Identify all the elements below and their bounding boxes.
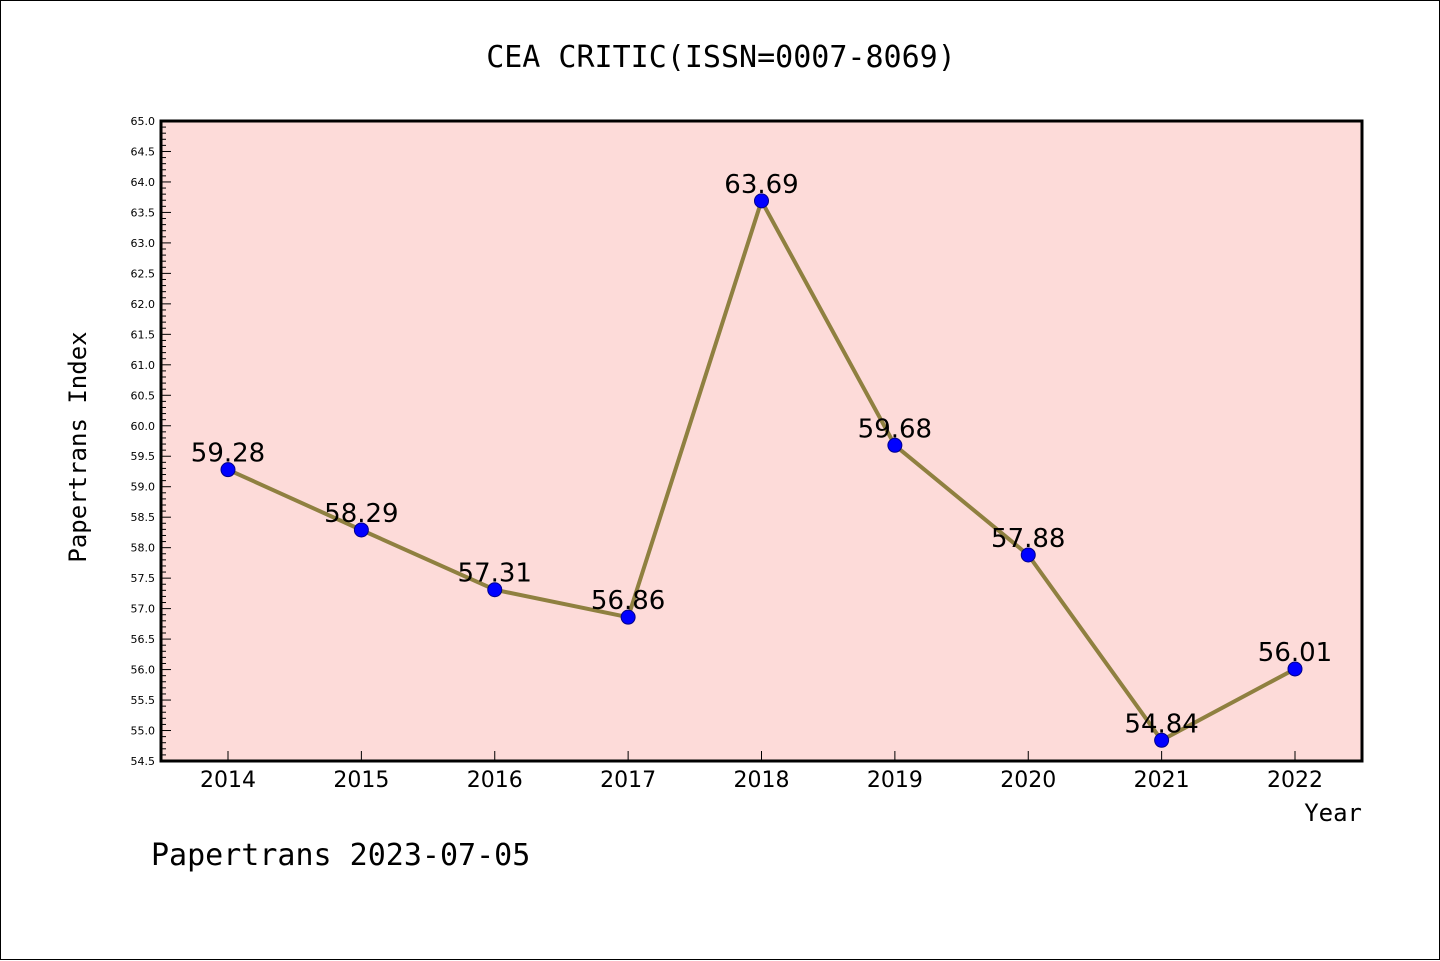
y-tick-label: 63.5 [131, 206, 156, 219]
data-label: 56.01 [1258, 638, 1332, 668]
y-axis-label: Papertrans Index [64, 331, 92, 562]
y-tick-label: 58.5 [131, 511, 156, 524]
y-tick-label: 55.0 [131, 725, 156, 738]
y-tick-label: 56.0 [131, 664, 156, 677]
data-point [353, 522, 369, 538]
y-tick-label: 59.5 [131, 450, 156, 463]
y-tick-label: 62.0 [131, 298, 156, 311]
plot-area [159, 119, 1364, 763]
data-point [1020, 547, 1036, 563]
series-line [220, 193, 1303, 748]
data-label: 57.31 [458, 559, 532, 589]
y-tick-label: 55.5 [131, 694, 156, 707]
x-tick-label: 2014 [200, 768, 256, 793]
data-point [754, 193, 769, 209]
y-axis: 54.5 55.0 55.5 56.0 56.5 57.0 57.5 58.0 58.5 59.0… [131, 115, 171, 768]
x-tick-label: 2016 [467, 768, 523, 793]
x-tick-label: 2015 [333, 768, 389, 793]
data-label: 58.29 [324, 499, 398, 529]
y-tick-label: 57.0 [131, 603, 156, 616]
y-tick-label: 63.0 [131, 237, 156, 250]
x-axis-label: Year [1304, 799, 1362, 827]
y-tick-label: 64.0 [131, 176, 156, 189]
data-point [220, 462, 236, 478]
y-tick-label: 61.0 [131, 359, 156, 372]
x-tick-label: 2017 [600, 768, 656, 793]
footer-text: Papertrans 2023-07-05 [151, 838, 530, 873]
data-label: 59.68 [858, 414, 932, 444]
x-tick-label: 2022 [1267, 768, 1323, 793]
y-tick-label: 65.0 [131, 115, 156, 128]
data-point [620, 609, 636, 625]
x-tick-label: 2020 [1000, 768, 1056, 793]
y-tick-label: 62.5 [131, 267, 156, 280]
y-tick-label: 57.5 [131, 572, 156, 585]
y-tick-label: 56.5 [131, 633, 156, 646]
chart-title: CEA CRITIC(ISSN=0007-8069) [486, 40, 956, 75]
data-label: 54.84 [1124, 709, 1198, 739]
data-labels: 59.28 58.29 57.31 56.86 63.69 59.68 57.88 54.84… [191, 170, 1332, 739]
data-label: 63.69 [724, 170, 798, 200]
data-point [887, 437, 903, 453]
data-point [1287, 661, 1303, 677]
y-tick-label: 60.0 [131, 420, 156, 433]
data-point [1154, 732, 1170, 748]
data-point [487, 582, 503, 598]
x-tick-label: 2019 [867, 768, 923, 793]
data-label: 57.88 [991, 524, 1065, 554]
y-tick-label: 60.5 [131, 389, 156, 402]
data-label: 59.28 [191, 439, 265, 469]
y-tick-label: 59.0 [131, 481, 156, 494]
y-tick-label: 61.5 [131, 328, 156, 341]
y-tick-label: 54.5 [131, 755, 156, 768]
x-tick-label: 2018 [734, 768, 790, 793]
y-tick-label: 58.0 [131, 542, 156, 555]
data-label: 56.86 [591, 586, 665, 616]
y-tick-label: 64.5 [131, 145, 156, 158]
x-axis: 2014 2015 2016 2017 2018 2019 2020 2021 2022 [200, 751, 1323, 793]
x-tick-label: 2021 [1134, 768, 1190, 793]
